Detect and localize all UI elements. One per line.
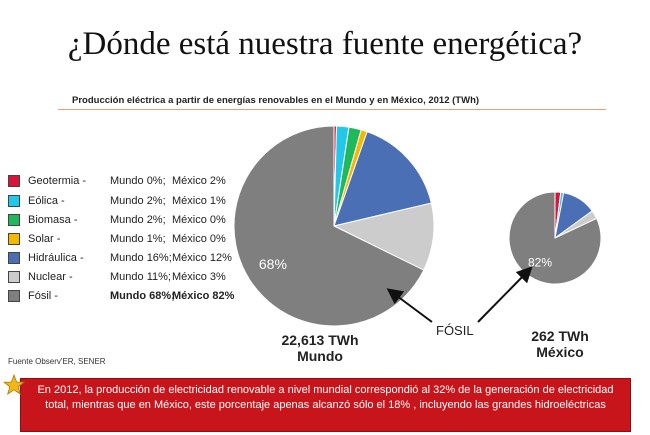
mexico-total: 262 TWh — [531, 328, 589, 344]
legend-swatch — [8, 214, 20, 226]
legend-world: Mundo 2%; — [110, 214, 166, 226]
legend-swatch — [8, 195, 20, 207]
legend-name: Nuclear - — [28, 271, 73, 283]
legend-mexico: México 82% — [172, 290, 235, 302]
legend-name: Hidráulica - — [28, 252, 84, 264]
chart-subtitle: Producción eléctrica a partir de energía… — [72, 95, 480, 106]
legend-name: Fósil - — [28, 290, 58, 302]
legend-mexico: México 0% — [172, 233, 226, 245]
world-pie: 68% — [233, 125, 435, 327]
legend-world: Mundo 0%; — [110, 175, 166, 187]
legend-world: Mundo 68%; — [110, 290, 175, 302]
pie-slice-hidráulica — [333, 131, 432, 227]
legend-name: Solar - — [28, 233, 61, 245]
page-title: ¿Dónde está nuestra fuente energética? — [67, 26, 583, 62]
legend-world: Mundo 16%; — [110, 252, 172, 264]
legend-world: Mundo 11%; — [110, 271, 171, 283]
world-name: Mundo — [297, 348, 343, 364]
mexico-pie: 82% — [508, 191, 602, 285]
pie-slice-fósil — [233, 125, 425, 327]
mexico-caption: 262 TWh México — [505, 328, 615, 360]
fosil-arrow-world — [386, 288, 433, 323]
fosil-annotation: FÓSIL — [436, 323, 474, 338]
pie-data-label: 68% — [259, 256, 287, 272]
legend-swatch — [8, 233, 20, 245]
pie-data-label: 82% — [528, 256, 552, 270]
legend-swatch — [8, 175, 20, 187]
mexico-name: México — [536, 344, 584, 360]
star-icon — [3, 374, 25, 395]
legend-mexico: México 0% — [172, 214, 226, 226]
title-divider — [58, 109, 606, 110]
legend-world: Mundo 1%; — [110, 233, 166, 245]
fosil-arrow-mexico — [477, 266, 533, 323]
legend-world: Mundo 2%; — [110, 195, 166, 207]
summary-banner: En 2012, la producción de electricidad r… — [20, 378, 631, 432]
legend-mexico: México 12% — [172, 252, 232, 264]
world-caption: 22,613 TWh Mundo — [250, 332, 390, 364]
world-total: 22,613 TWh — [281, 332, 359, 348]
legend-swatch — [8, 252, 20, 264]
legend-name: Biomasa - — [28, 214, 78, 226]
source-note: Fuente Observ'ER, SENER — [8, 357, 106, 366]
legend-mexico: México 3% — [172, 271, 226, 283]
legend-swatch — [8, 271, 20, 283]
legend-name: Geotermia - — [28, 175, 87, 187]
legend-mexico: México 2% — [172, 175, 226, 187]
summary-text: En 2012, la producción de electricidad r… — [37, 384, 614, 411]
pie-slice-nuclear — [332, 202, 435, 271]
legend-swatch — [8, 290, 20, 302]
legend-mexico: México 1% — [172, 195, 226, 207]
legend-name: Eólica - — [28, 195, 65, 207]
